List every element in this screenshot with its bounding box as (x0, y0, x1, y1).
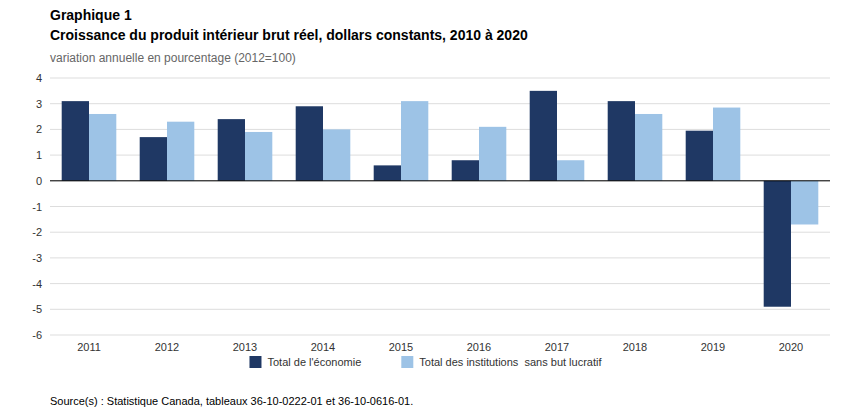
y-tick-label: 4 (36, 72, 42, 84)
bar (557, 160, 584, 181)
x-tick-label: 2017 (545, 341, 569, 353)
grid (50, 78, 830, 335)
x-tick-label: 2011 (77, 341, 101, 353)
bar (686, 131, 713, 181)
grid-line (50, 180, 830, 181)
x-tick-label: 2019 (701, 341, 725, 353)
y-tick-label: 1 (36, 149, 42, 161)
bar (89, 114, 116, 181)
grid-line (50, 283, 830, 284)
y-tick-label: -3 (32, 252, 42, 264)
grid-line (50, 257, 830, 258)
x-tick-label: 2018 (623, 341, 647, 353)
bar (530, 91, 557, 181)
bar (140, 137, 167, 181)
y-tick-label: -2 (32, 226, 42, 238)
y-tick-label: 3 (36, 98, 42, 110)
bar (323, 129, 350, 180)
bar (374, 165, 401, 180)
legend-swatch (249, 356, 261, 368)
y-tick-label: -1 (32, 201, 42, 213)
bar (401, 101, 428, 181)
x-tick-label: 2015 (389, 341, 413, 353)
y-tick-label: -4 (32, 278, 42, 290)
x-tick-label: 2013 (233, 341, 257, 353)
bar (296, 106, 323, 181)
x-tick-label: 2020 (779, 341, 803, 353)
y-tick-label: 0 (36, 175, 42, 187)
legend-label: Total des institutions sans but lucratif (419, 356, 602, 368)
bar (452, 160, 479, 181)
bar (479, 127, 506, 181)
title: Graphique 1 (50, 7, 132, 23)
y-tick-label: 2 (36, 123, 42, 135)
legend-swatch (401, 356, 413, 368)
bar (713, 108, 740, 181)
legend-label: Total de l'économie (267, 356, 361, 368)
x-tick-label: 2012 (155, 341, 179, 353)
bar (764, 181, 791, 307)
bar (608, 101, 635, 181)
bar (167, 122, 194, 181)
bar (791, 181, 818, 225)
title: Croissance du produit intérieur brut rée… (50, 27, 528, 43)
bar (218, 119, 245, 181)
grid-line (50, 232, 830, 233)
x-tick-label: 2014 (311, 341, 335, 353)
y-tick-label: -5 (32, 303, 42, 315)
chart: Graphique 1 Croissance du produit intérie… (0, 0, 851, 417)
zero-line (50, 180, 830, 181)
grid-line (50, 309, 830, 310)
grid-line (50, 335, 830, 336)
grid-line (50, 103, 830, 104)
bars (62, 91, 819, 307)
source-note: Source(s) : Statistique Canada, tableaux… (50, 395, 413, 407)
bar (62, 101, 89, 181)
grid-line (50, 206, 830, 207)
bar (635, 114, 662, 181)
subtitle: variation annuelle en pourcentage (2012=… (50, 51, 296, 65)
grid-line (50, 78, 830, 79)
bar (245, 132, 272, 181)
y-tick-label: -6 (32, 329, 42, 341)
legend: Total de l'économie Total des institution… (249, 356, 602, 368)
x-tick-label: 2016 (467, 341, 491, 353)
